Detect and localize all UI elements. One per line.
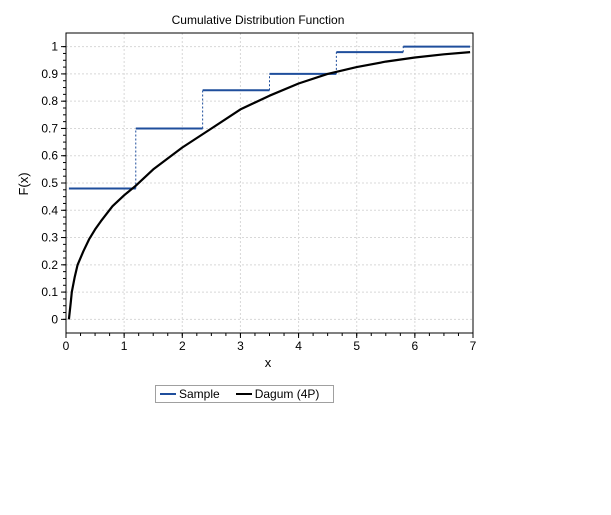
x-tick-label: 0 [63,339,70,353]
x-axis-label: x [265,355,272,370]
y-tick-label: 0.6 [41,149,58,163]
y-tick-label: 0.4 [41,203,58,217]
y-tick-label: 0.9 [41,67,58,81]
legend-label-dagum: Dagum (4P) [254,387,320,401]
chart-legend: Sample Dagum (4P) [155,385,334,403]
legend-item-dagum: Dagum (4P) [235,387,320,401]
x-tick-label: 3 [237,339,244,353]
series-group [67,45,471,320]
legend-swatch-dagum [235,393,252,395]
y-tick-label: 0.7 [41,121,58,135]
legend-label-sample: Sample [179,387,220,401]
y-tick-label: 0 [51,312,58,326]
x-tick-label: 5 [353,339,360,353]
legend-item-sample: Sample [160,387,220,401]
y-tick-label: 0.5 [41,176,58,190]
legend-swatch-sample [160,393,176,395]
y-axis-label: F(x) [16,172,31,195]
y-tick-label: 1 [51,40,58,54]
x-tick-label: 4 [295,339,302,353]
x-tick-label: 7 [470,339,477,353]
x-tick-label: 6 [412,339,419,353]
y-tick-label: 0.1 [41,285,58,299]
chart-title: Cumulative Distribution Function [172,13,345,27]
dagum-cdf-line [67,51,471,320]
x-tick-label: 2 [179,339,186,353]
y-tick-label: 0.3 [41,231,58,245]
y-tick-label: 0.8 [41,94,58,108]
y-tick-label: 0.2 [41,258,58,272]
axis-ticks: 0 1 2 3 4 5 6 7 0 0.1 0.2 0.3 0.4 0.5 0.6 0.7 0.8 0.9 1 [41,40,476,353]
x-tick-label: 1 [121,339,128,353]
